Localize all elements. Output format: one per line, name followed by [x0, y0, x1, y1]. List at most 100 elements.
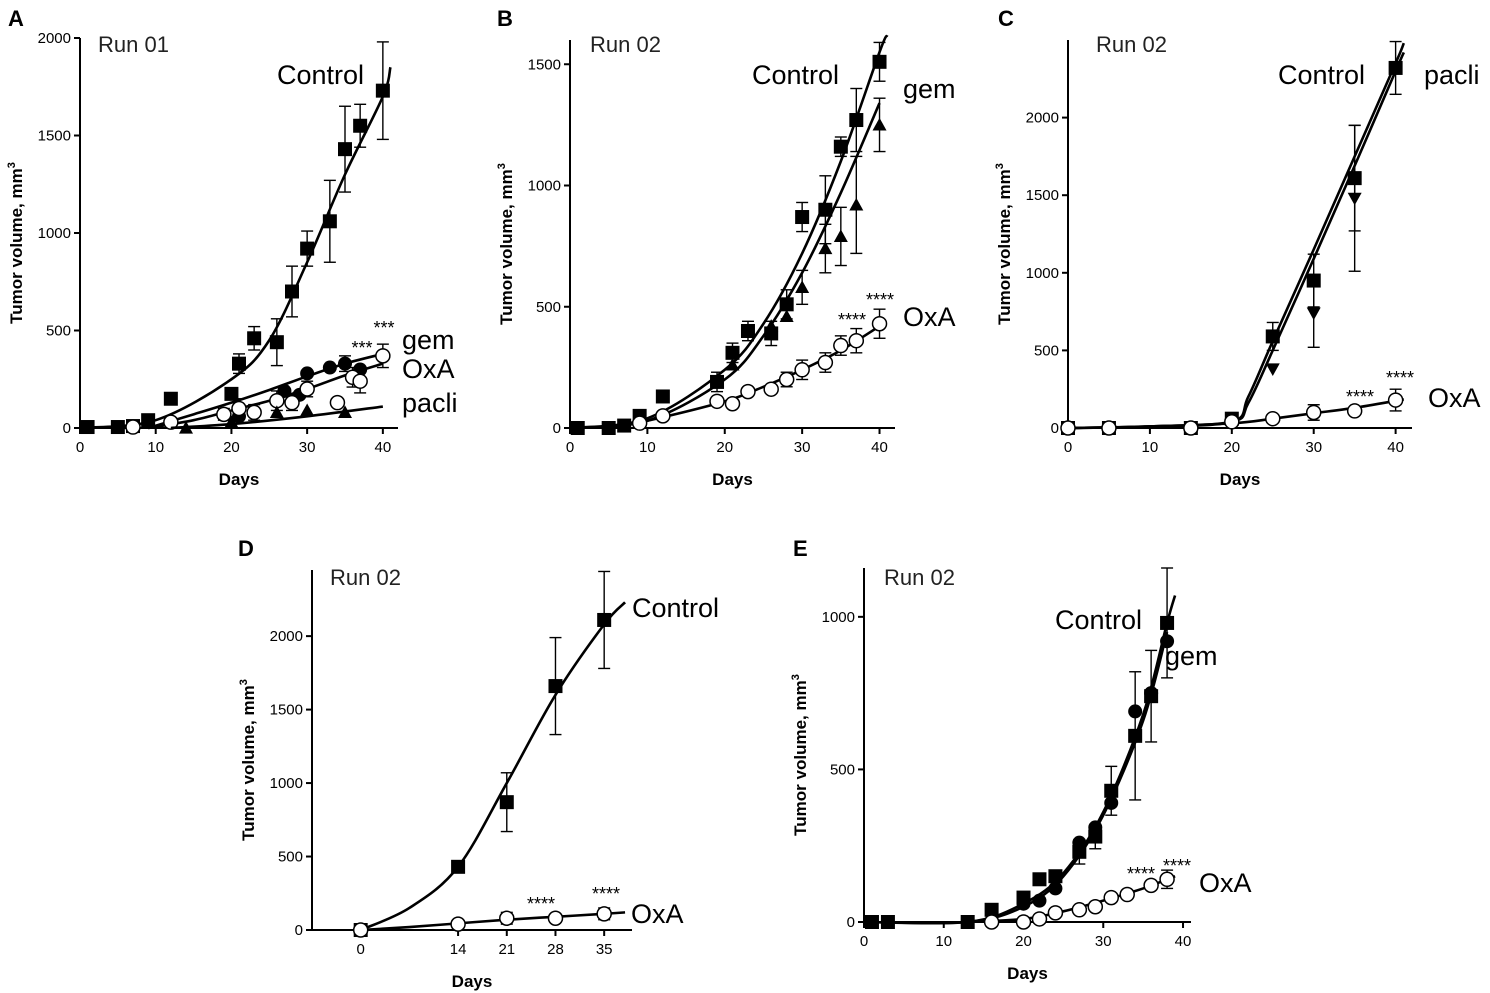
x-tick-label: 30: [1305, 439, 1322, 456]
data-point: [848, 332, 865, 349]
data-point: [338, 405, 352, 418]
data-point: [1160, 634, 1175, 649]
data-point: [300, 403, 315, 417]
data-point: [352, 373, 368, 389]
data-point: [375, 348, 391, 364]
y-tick-label: 1500: [38, 128, 71, 145]
data-point: [984, 902, 999, 917]
data-point: [1103, 889, 1119, 906]
y-axis-title-text: Tumor volume, mm: [995, 169, 1014, 325]
y-tick-label: 500: [1034, 342, 1059, 359]
data-point: [740, 324, 755, 338]
panel-b: B Run 02 0 500 1000 1500 0 10 20 30 40 Days Tumor vo…: [496, 6, 956, 489]
y-tick-label: 0: [63, 420, 71, 437]
data-point: [1306, 307, 1321, 321]
x-tick-label: 10: [935, 933, 952, 950]
data-point: [284, 394, 300, 411]
x-tick-label: 40: [375, 439, 392, 456]
x-axis-title: Days: [712, 470, 753, 489]
data-point: [1031, 911, 1048, 927]
data-point: [1032, 893, 1047, 908]
y-axis-title-text: Tumor volume, mm: [791, 680, 810, 836]
data-point: [1104, 795, 1119, 810]
data-point: [709, 393, 725, 410]
data-point: [817, 354, 834, 371]
series-gem: gem ******: [147, 318, 455, 430]
series-pacli: pacli: [1067, 51, 1480, 430]
data-point: [1224, 414, 1240, 430]
data-point: [1183, 420, 1199, 436]
fit-curve: [1067, 51, 1405, 430]
data-point: [763, 381, 779, 397]
series-label: Control: [277, 60, 364, 90]
fit-curve: [79, 66, 392, 430]
panel-letter: C: [998, 6, 1014, 31]
data-point: [1159, 871, 1175, 888]
significance-stars: ***: [373, 318, 394, 338]
y-axis-title-superscript: 3: [238, 679, 250, 685]
data-point: [631, 415, 648, 431]
significance-stars: ****: [527, 894, 555, 914]
x-tick-label: 10: [1142, 439, 1159, 456]
data-point: [163, 414, 179, 430]
data-point: [338, 356, 352, 371]
fit-curve: [863, 631, 1169, 925]
data-point: [655, 408, 671, 424]
run-label: Run 02: [590, 32, 661, 57]
significance-stars: ***: [351, 338, 372, 358]
y-tick-label: 0: [295, 922, 303, 939]
series-label: gem: [1165, 641, 1218, 671]
y-axis-title: Tumor volume, mm3: [790, 674, 810, 836]
series-label: OxA: [1199, 868, 1252, 898]
series-label: Control: [632, 593, 719, 623]
run-label: Run 02: [1096, 32, 1167, 57]
data-point: [1088, 820, 1103, 835]
y-tick-label: 1500: [270, 702, 303, 719]
significance-stars: ****: [1346, 387, 1374, 407]
y-tick-label: 1000: [822, 609, 855, 626]
data-point: [285, 284, 299, 299]
x-tick-label: 0: [566, 439, 574, 456]
data-point: [450, 916, 466, 932]
data-point: [795, 210, 810, 225]
data-point: [872, 117, 887, 131]
series-control: Control: [353, 570, 719, 937]
data-point: [849, 197, 864, 211]
data-point: [795, 280, 810, 293]
run-label: Run 02: [884, 565, 955, 590]
data-point: [216, 406, 232, 423]
x-tick-label: 0: [357, 941, 365, 958]
data-point: [232, 356, 246, 371]
data-point: [1119, 886, 1135, 903]
data-point: [740, 383, 756, 400]
y-tick-label: 0: [553, 420, 561, 437]
x-tick-label: 20: [223, 439, 240, 456]
data-point: [141, 413, 156, 428]
series-control: Control: [79, 41, 392, 435]
y-tick-label: 500: [536, 299, 561, 316]
series-control: Control: [1061, 40, 1406, 435]
data-point: [1128, 704, 1143, 719]
data-point: [125, 419, 141, 435]
data-point: [655, 389, 670, 404]
run-label: Run 01: [98, 32, 169, 57]
y-tick-label: 500: [830, 761, 855, 778]
data-point: [872, 54, 887, 69]
x-tick-label: 40: [871, 439, 888, 456]
fit-curve: [1067, 42, 1406, 430]
data-point: [375, 83, 390, 98]
x-tick-label: 30: [1095, 933, 1112, 950]
data-point: [1032, 872, 1047, 887]
data-point: [849, 113, 864, 128]
y-axis-title-text: Tumor volume, mm: [497, 169, 516, 325]
data-point: [269, 335, 284, 350]
y-axis-title: Tumor volume, mm3: [6, 162, 26, 324]
data-point: [1015, 914, 1032, 930]
data-point: [329, 394, 346, 411]
x-tick-label: 20: [716, 439, 733, 456]
data-point: [725, 357, 740, 371]
y-axis-title-text: Tumor volume, mm: [7, 168, 26, 324]
series-label: OxA: [402, 354, 455, 384]
data-point: [231, 400, 247, 417]
series-oxa: OxA: [125, 343, 455, 435]
